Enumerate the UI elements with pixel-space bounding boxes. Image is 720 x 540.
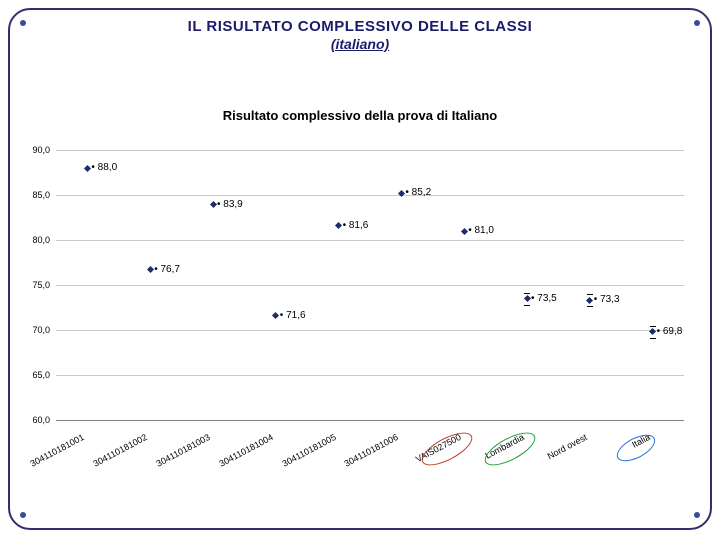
data-point	[272, 312, 279, 319]
data-point-label: • 81,6	[343, 220, 369, 231]
y-tick-label: 65,0	[10, 370, 50, 380]
y-gridline	[56, 240, 684, 241]
y-gridline	[56, 195, 684, 196]
y-gridline	[56, 375, 684, 376]
data-point	[461, 227, 468, 234]
data-point-label: • 81,0	[468, 225, 494, 236]
data-point-label: • 85,2	[405, 187, 431, 198]
data-point	[84, 164, 91, 171]
error-tick	[587, 306, 593, 307]
y-tick-label: 85,0	[10, 190, 50, 200]
corner-dot-icon	[20, 512, 26, 518]
data-point-label: • 73,5	[531, 293, 557, 304]
corner-dot-icon	[694, 512, 700, 518]
data-point-label: • 73,3	[594, 294, 620, 305]
data-point	[586, 297, 593, 304]
error-tick	[587, 294, 593, 295]
error-tick	[650, 326, 656, 327]
page-title: IL RISULTATO COMPLESSIVO DELLE CLASSI	[0, 18, 720, 35]
y-tick-label: 90,0	[10, 145, 50, 155]
y-gridline	[56, 285, 684, 286]
scatter-plot: • 88,0 • 76,7 • 83,9 • 71,6 • 81,6 • 85,2 • 81…	[56, 150, 684, 420]
error-tick	[524, 293, 530, 294]
y-gridline	[56, 150, 684, 151]
y-tick-label: 75,0	[10, 280, 50, 290]
data-point-label: • 71,6	[280, 310, 306, 321]
error-tick	[524, 305, 530, 306]
data-point-label: • 83,9	[217, 199, 243, 210]
data-point	[335, 222, 342, 229]
data-point-label: • 69,8	[657, 326, 683, 337]
y-tick-label: 80,0	[10, 235, 50, 245]
page-subtitle: (italiano)	[0, 36, 720, 52]
y-gridline	[56, 330, 684, 331]
chart-title: Risultato complessivo della prova di Ita…	[0, 108, 720, 123]
y-tick-label: 70,0	[10, 325, 50, 335]
data-point	[147, 266, 154, 273]
data-point-label: • 88,0	[91, 162, 117, 173]
data-point	[523, 295, 530, 302]
y-gridline	[56, 420, 684, 421]
data-point	[209, 201, 216, 208]
y-tick-label: 60,0	[10, 415, 50, 425]
data-point-label: • 76,7	[154, 264, 180, 275]
error-tick	[650, 338, 656, 339]
